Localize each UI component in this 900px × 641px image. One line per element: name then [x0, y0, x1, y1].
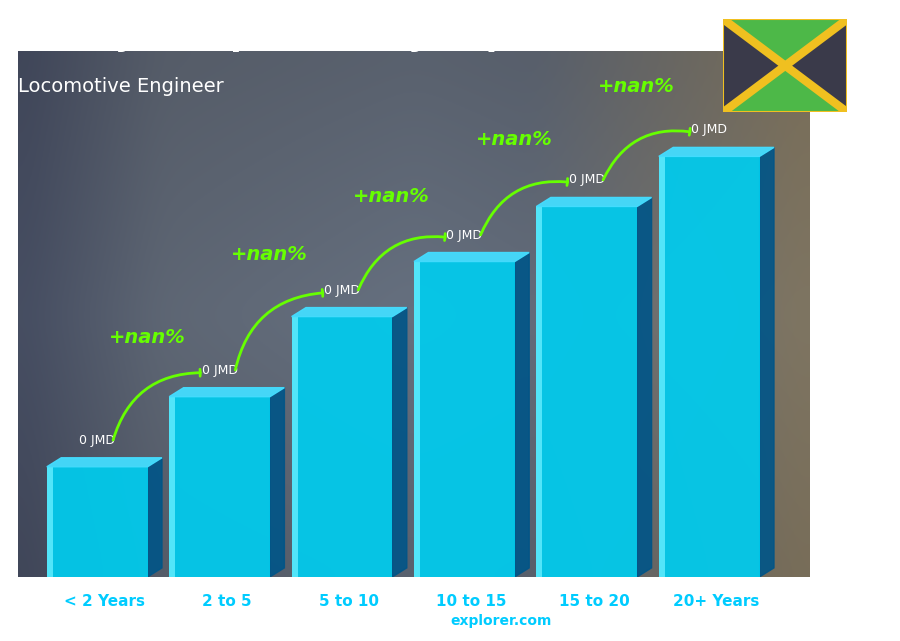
Text: +nan%: +nan%: [476, 130, 553, 149]
Polygon shape: [785, 19, 847, 112]
Text: 0 JMD: 0 JMD: [446, 228, 482, 242]
Polygon shape: [270, 388, 284, 577]
Polygon shape: [148, 458, 162, 577]
Polygon shape: [392, 308, 407, 577]
Text: < 2 Years: < 2 Years: [64, 594, 145, 610]
Bar: [659, 156, 665, 577]
Polygon shape: [637, 197, 652, 577]
Text: +nan%: +nan%: [598, 78, 675, 96]
Polygon shape: [724, 19, 785, 112]
Text: Average Monthly Salary: Average Monthly Salary: [863, 254, 874, 387]
Text: 20+ Years: 20+ Years: [673, 594, 760, 610]
Bar: [47, 467, 148, 577]
Text: +nan%: +nan%: [231, 245, 308, 264]
Polygon shape: [724, 66, 847, 112]
Text: 0 JMD: 0 JMD: [79, 434, 115, 447]
Text: 2 to 5: 2 to 5: [202, 594, 252, 610]
Text: 0 JMD: 0 JMD: [324, 283, 360, 297]
Text: 10 to 15: 10 to 15: [436, 594, 507, 610]
Text: 5 to 10: 5 to 10: [320, 594, 379, 610]
Polygon shape: [724, 19, 847, 66]
Text: Locomotive Engineer: Locomotive Engineer: [18, 77, 224, 96]
Text: +nan%: +nan%: [354, 187, 430, 206]
Text: 0 JMD: 0 JMD: [691, 123, 727, 137]
Bar: [292, 317, 298, 577]
Polygon shape: [515, 253, 529, 577]
Text: Salary Comparison By Experience: Salary Comparison By Experience: [18, 19, 649, 52]
Bar: [536, 206, 543, 577]
Bar: [414, 262, 420, 577]
Polygon shape: [659, 147, 774, 156]
Text: 15 to 20: 15 to 20: [559, 594, 629, 610]
Bar: [659, 156, 760, 577]
Polygon shape: [169, 388, 284, 397]
Bar: [292, 317, 392, 577]
Bar: [47, 467, 53, 577]
Polygon shape: [414, 253, 529, 262]
Text: 0 JMD: 0 JMD: [202, 363, 238, 377]
Polygon shape: [536, 197, 652, 206]
Bar: [169, 397, 176, 577]
Text: explorer.com: explorer.com: [450, 614, 552, 628]
Text: +nan%: +nan%: [109, 328, 185, 347]
Bar: [414, 262, 515, 577]
Polygon shape: [760, 147, 774, 577]
Polygon shape: [47, 458, 162, 467]
Bar: [169, 397, 270, 577]
Bar: [536, 206, 637, 577]
Text: salary: salary: [402, 614, 450, 628]
Polygon shape: [292, 308, 407, 317]
Text: 0 JMD: 0 JMD: [569, 174, 605, 187]
